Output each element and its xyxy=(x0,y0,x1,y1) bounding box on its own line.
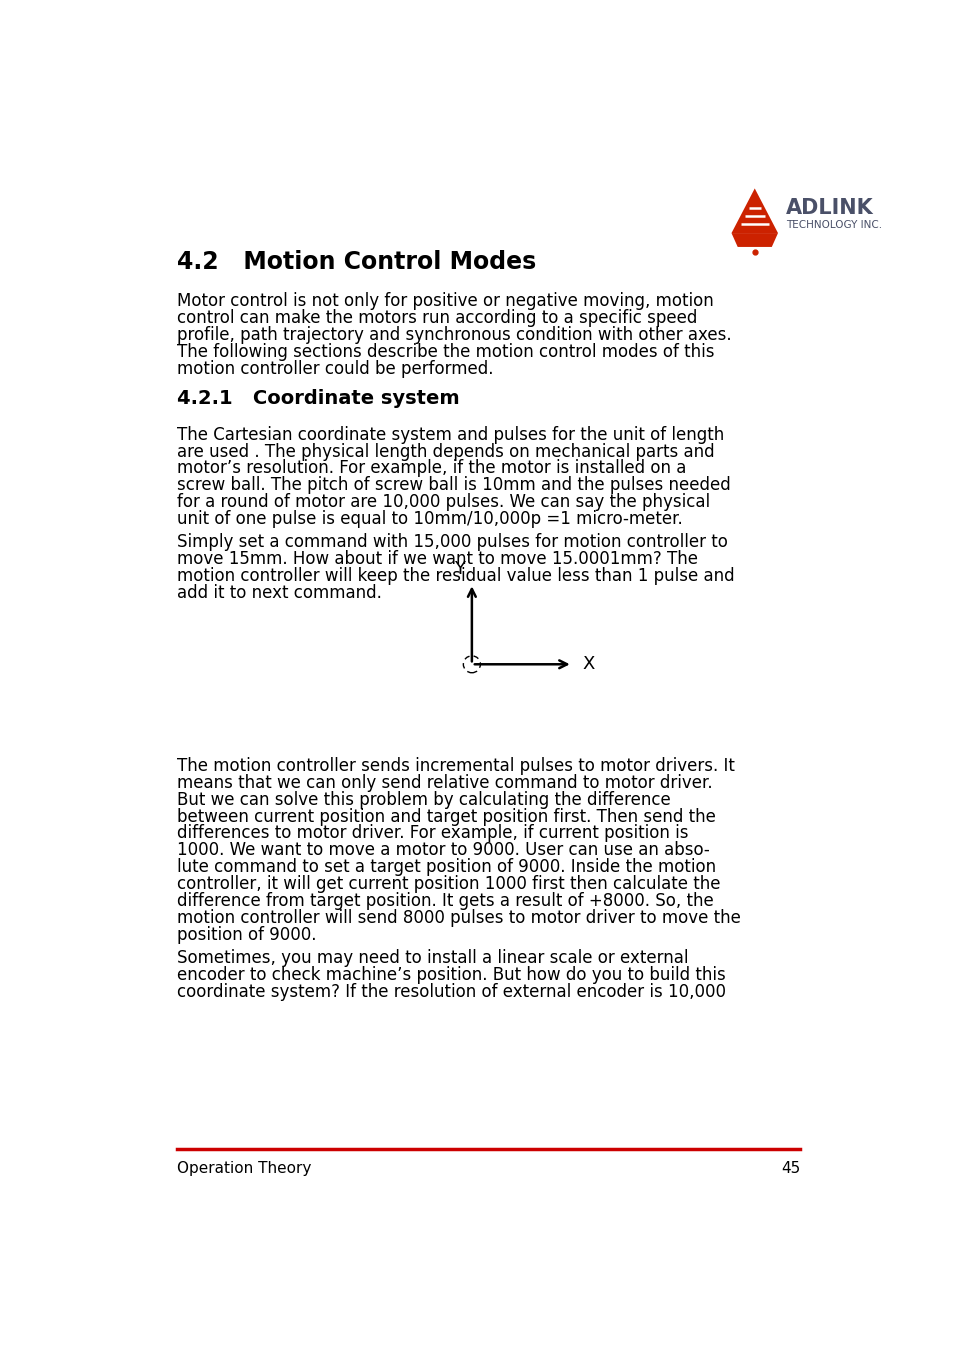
Text: lute command to set a target position of 9000. Inside the motion: lute command to set a target position of… xyxy=(177,859,716,876)
Text: 1000. We want to move a motor to 9000. User can use an abso-: 1000. We want to move a motor to 9000. U… xyxy=(177,841,709,860)
Text: screw ball. The pitch of screw ball is 10mm and the pulses needed: screw ball. The pitch of screw ball is 1… xyxy=(177,476,730,495)
Text: But we can solve this problem by calculating the difference: But we can solve this problem by calcula… xyxy=(177,791,670,808)
Text: 4.2.1   Coordinate system: 4.2.1 Coordinate system xyxy=(177,388,459,407)
Polygon shape xyxy=(731,233,778,247)
Text: The Cartesian coordinate system and pulses for the unit of length: The Cartesian coordinate system and puls… xyxy=(177,426,724,443)
Text: move 15mm. How about if we want to move 15.0001mm? The: move 15mm. How about if we want to move … xyxy=(177,550,698,568)
Text: Y: Y xyxy=(454,560,464,579)
Text: are used . The physical length depends on mechanical parts and: are used . The physical length depends o… xyxy=(177,442,714,461)
Text: between current position and target position first. Then send the: between current position and target posi… xyxy=(177,807,716,826)
Text: Motor control is not only for positive or negative moving, motion: Motor control is not only for positive o… xyxy=(177,292,714,311)
Text: for a round of motor are 10,000 pulses. We can say the physical: for a round of motor are 10,000 pulses. … xyxy=(177,493,710,511)
Text: means that we can only send relative command to motor driver.: means that we can only send relative com… xyxy=(177,773,712,792)
Text: control can make the motors run according to a specific speed: control can make the motors run accordin… xyxy=(177,310,697,327)
Text: unit of one pulse is equal to 10mm/10,000p =1 micro-meter.: unit of one pulse is equal to 10mm/10,00… xyxy=(177,510,682,529)
Text: The following sections describe the motion control modes of this: The following sections describe the moti… xyxy=(177,343,714,361)
Polygon shape xyxy=(731,188,778,233)
Text: motion controller could be performed.: motion controller could be performed. xyxy=(177,360,494,379)
Text: Operation Theory: Operation Theory xyxy=(177,1161,312,1176)
Text: controller, it will get current position 1000 first then calculate the: controller, it will get current position… xyxy=(177,875,720,894)
Text: profile, path trajectory and synchronous condition with other axes.: profile, path trajectory and synchronous… xyxy=(177,326,731,345)
Text: Sometimes, you may need to install a linear scale or external: Sometimes, you may need to install a lin… xyxy=(177,949,688,967)
Text: TECHNOLOGY INC.: TECHNOLOGY INC. xyxy=(785,220,881,230)
Text: motion controller will send 8000 pulses to motor driver to move the: motion controller will send 8000 pulses … xyxy=(177,909,740,927)
Text: Simply set a command with 15,000 pulses for motion controller to: Simply set a command with 15,000 pulses … xyxy=(177,534,727,552)
Text: motion controller will keep the residual value less than 1 pulse and: motion controller will keep the residual… xyxy=(177,568,734,585)
Text: coordinate system? If the resolution of external encoder is 10,000: coordinate system? If the resolution of … xyxy=(177,983,725,1000)
Text: differences to motor driver. For example, if current position is: differences to motor driver. For example… xyxy=(177,825,688,842)
Text: difference from target position. It gets a result of +8000. So, the: difference from target position. It gets… xyxy=(177,892,714,910)
Text: X: X xyxy=(582,656,595,673)
Text: ADLINK: ADLINK xyxy=(785,199,873,219)
Text: motor’s resolution. For example, if the motor is installed on a: motor’s resolution. For example, if the … xyxy=(177,460,686,477)
Text: encoder to check machine’s position. But how do you to build this: encoder to check machine’s position. But… xyxy=(177,967,725,984)
Text: add it to next command.: add it to next command. xyxy=(177,584,382,602)
Text: The motion controller sends incremental pulses to motor drivers. It: The motion controller sends incremental … xyxy=(177,757,735,775)
Text: 45: 45 xyxy=(781,1161,800,1176)
Text: 4.2   Motion Control Modes: 4.2 Motion Control Modes xyxy=(177,250,536,274)
Text: position of 9000.: position of 9000. xyxy=(177,926,316,944)
